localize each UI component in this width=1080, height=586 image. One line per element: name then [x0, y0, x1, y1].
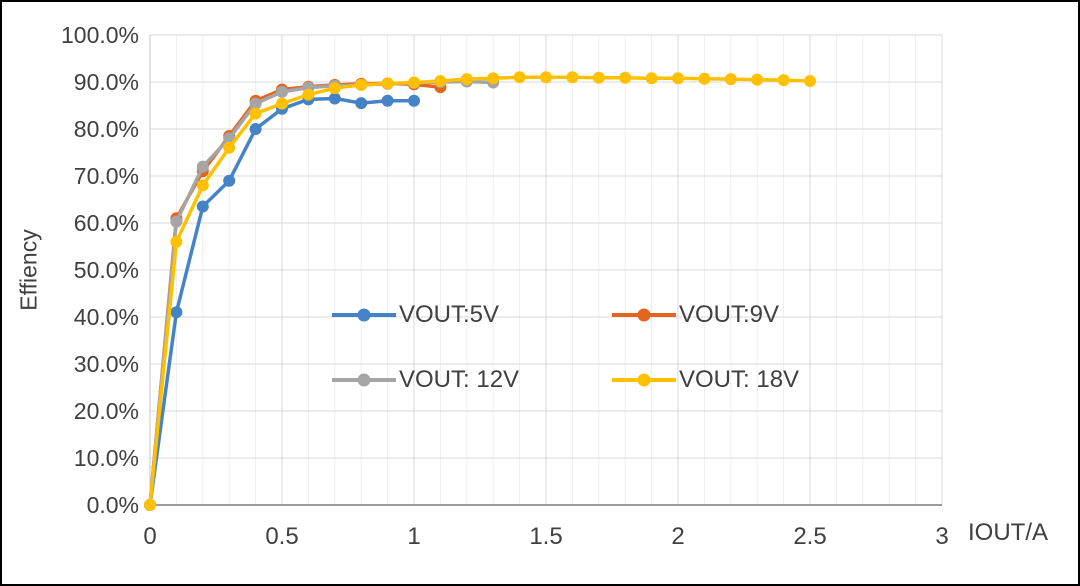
y-tick-label: 30.0% [74, 351, 139, 377]
y-tick-label: 10.0% [74, 445, 139, 471]
x-axis-title: IOUT/A [968, 519, 1049, 546]
series-vout-18v [144, 71, 816, 511]
data-point-vout-18v [223, 141, 236, 154]
tick-labels: 0.0% 10.0% 20.0% 30.0% 40.0% 50.0% 60.0% 70.0% 8… [61, 22, 949, 550]
data-point-vout-18v [408, 76, 420, 89]
data-point-vout-18v [170, 235, 183, 248]
axes [149, 35, 942, 506]
data-point-vout-18v [698, 72, 711, 85]
data-point-vout-18v [777, 74, 790, 87]
data-point-vout-5v [249, 123, 262, 135]
data-point-vout-12v [170, 215, 183, 228]
legend-marker-icon [612, 373, 676, 387]
data-point-vout-12v [249, 97, 262, 110]
data-point-vout-18v [645, 72, 658, 85]
y-tick-label: 50.0% [74, 257, 139, 283]
legend-item-vout-9v: VOUT:9V [612, 301, 779, 329]
y-tick-label: 40.0% [74, 304, 139, 330]
legend-marker-icon [612, 308, 676, 322]
x-tick-label: 3 [935, 523, 948, 550]
data-point-vout-18v [513, 71, 526, 84]
data-point-vout-18v [751, 73, 764, 86]
legend-item-vout-12v: VOUT: 12V [332, 366, 519, 394]
data-point-vout-12v [196, 160, 209, 173]
data-point-vout-18v [355, 78, 368, 91]
legend-label: VOUT:9V [679, 301, 780, 328]
data-point-vout-18v [276, 97, 288, 110]
data-point-vout-18v [460, 73, 473, 86]
series-vout-9v [144, 77, 447, 511]
data-point-vout-18v [487, 72, 500, 85]
legend-marker-icon [332, 373, 396, 387]
data-point-vout-5v [223, 174, 236, 187]
data-point-vout-5v [196, 200, 209, 213]
series-line-vout-9v [148, 81, 441, 506]
data-point-vout-18v [196, 179, 209, 192]
y-tick-label: 0.0% [87, 492, 139, 518]
series-line-vout-12v [148, 79, 494, 506]
series-vout-12v [144, 75, 500, 511]
data-point-vout-18v [672, 72, 684, 85]
y-tick-label: 20.0% [74, 398, 139, 424]
y-axis-title: Effiency [15, 229, 42, 311]
legend-label: VOUT: 12V [399, 366, 520, 393]
data-point-vout-5v [328, 92, 341, 105]
data-point-vout-5v [170, 306, 183, 319]
y-tick-label: 80.0% [74, 116, 139, 142]
data-point-vout-5v [355, 97, 368, 110]
x-tick-label: 1.5 [529, 523, 562, 550]
y-tick-label: 60.0% [74, 210, 139, 236]
data-point-vout-18v [724, 73, 737, 86]
y-tick-label: 100.0% [61, 22, 139, 48]
data-point-vout-18v [566, 71, 579, 84]
x-tick-label: 1 [407, 523, 420, 550]
data-point-vout-5v [408, 94, 420, 107]
data-point-vout-18v [249, 107, 262, 120]
data-point-vout-5v [381, 94, 394, 107]
data-point-vout-12v [276, 85, 288, 98]
data-point-vout-18v [592, 71, 605, 84]
legend-marker-icon [332, 308, 396, 322]
data-point-vout-18v [302, 88, 315, 101]
y-tick-label: 70.0% [74, 163, 139, 189]
data-point-vout-18v [144, 499, 156, 511]
x-tick-label: 2 [671, 523, 684, 550]
x-tick-label: 2.5 [793, 523, 826, 550]
gridlines [150, 34, 943, 505]
legend-label: VOUT:5V [399, 301, 500, 328]
legend-item-vout-5v: VOUT:5V [332, 301, 499, 329]
data-point-vout-18v [804, 75, 816, 88]
legend-label: VOUT: 18V [679, 366, 800, 393]
x-tick-label: 0 [143, 523, 156, 550]
legend-item-vout-18v: VOUT: 18V [612, 366, 799, 394]
x-tick-label: 0.5 [265, 523, 298, 550]
data-point-vout-18v [540, 71, 552, 84]
data-point-vout-18v [619, 71, 632, 84]
data-point-vout-18v [381, 77, 394, 90]
data-point-vout-18v [434, 75, 447, 88]
data-point-vout-18v [328, 82, 341, 95]
y-tick-label: 90.0% [74, 69, 139, 95]
